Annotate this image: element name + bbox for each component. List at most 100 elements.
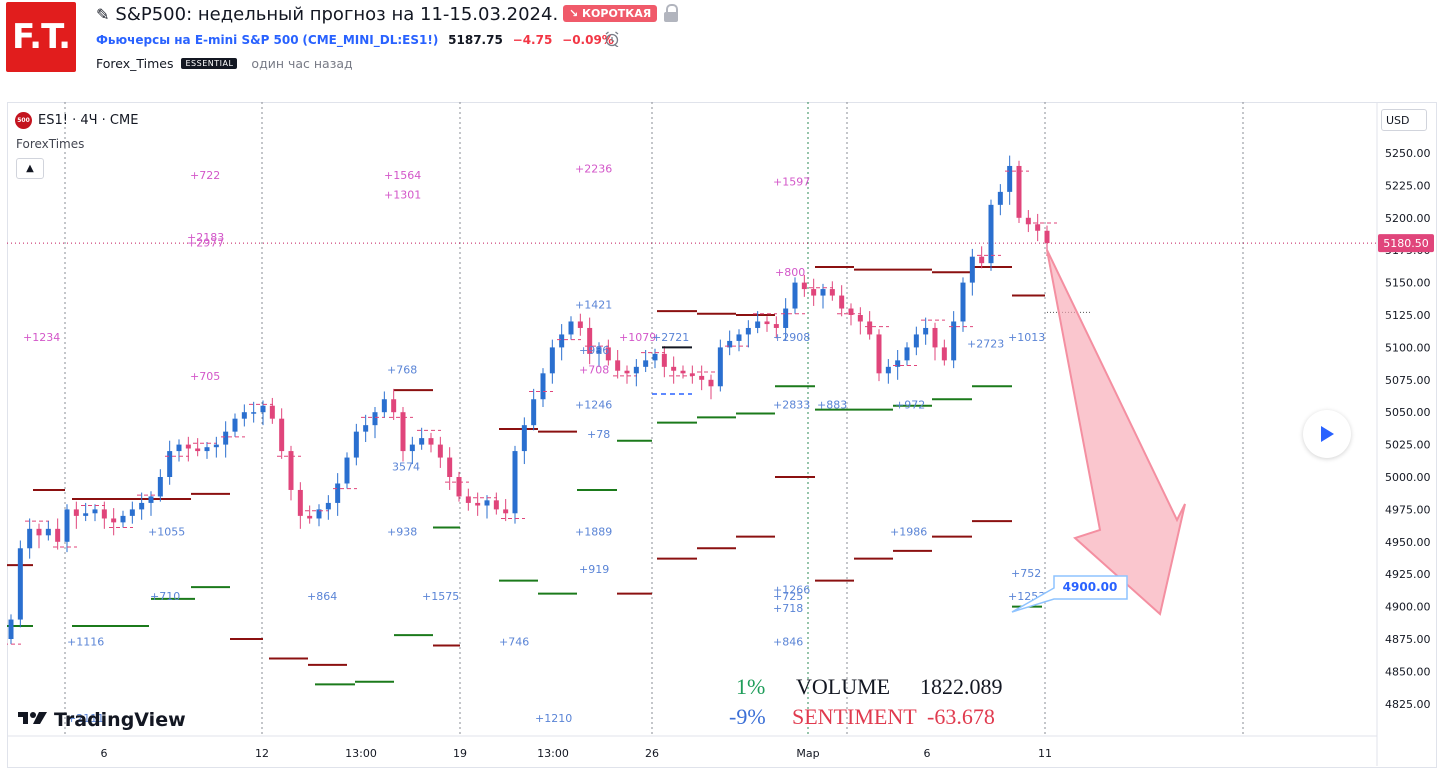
- stat-pct-up: 1%: [736, 674, 766, 699]
- candle-body: [167, 451, 173, 477]
- candle-body: [988, 204, 994, 264]
- candle-body: [736, 334, 742, 341]
- candle-body: [1044, 230, 1050, 244]
- volume-label-blue: +725: [773, 590, 803, 603]
- candle-body: [605, 347, 611, 361]
- candle-body: [493, 500, 499, 510]
- author-line: Forex_Times ESSENTIAL один час назад: [96, 56, 353, 71]
- volume-label-blue: +986: [579, 344, 609, 357]
- y-tick-label: 4900.00: [1385, 601, 1431, 614]
- volume-label: VOLUME: [796, 674, 891, 699]
- tradingview-logo[interactable]: TradingView: [18, 709, 186, 731]
- volume-label-pink: +800: [775, 266, 805, 279]
- candle-body: [17, 548, 23, 620]
- candle-body: [241, 412, 247, 419]
- indicator-name[interactable]: ForexTimes: [16, 137, 85, 151]
- candle-body: [1025, 217, 1031, 225]
- volume-label-pink: +1079: [619, 331, 656, 344]
- candle-body: [381, 399, 387, 413]
- price-change: −4.75: [512, 33, 553, 47]
- idea-title: S&P500: недельный прогноз на 11-15.03.20…: [115, 4, 559, 25]
- y-tick-label: 5025.00: [1385, 439, 1431, 452]
- candle-body: [615, 360, 621, 371]
- candle-body: [157, 477, 163, 497]
- candle-body: [297, 489, 303, 516]
- candle-body: [73, 509, 79, 516]
- chart-frame: [7, 102, 1437, 768]
- y-tick-label: 5225.00: [1385, 179, 1431, 192]
- volume-label-pink: +2236: [575, 162, 612, 175]
- candle-body: [400, 412, 406, 452]
- candle-body: [951, 321, 957, 361]
- chart-symbol-legend[interactable]: 500 ES1! · 4Ч · CME: [15, 112, 138, 129]
- collapse-chevron-up-icon[interactable]: ▲: [16, 158, 44, 179]
- candle-body: [185, 444, 191, 449]
- candle-body: [475, 502, 481, 506]
- candle-body: [577, 321, 583, 328]
- candle-body: [428, 438, 434, 445]
- volume-label-pink: +1564: [384, 169, 421, 182]
- current-price-tag-text: 5180.50: [1383, 237, 1429, 250]
- symbol-link[interactable]: Фьючерсы на E-mini S&P 500: [96, 33, 299, 47]
- candle-body: [1007, 165, 1013, 192]
- candle-body: [699, 375, 705, 380]
- alert-clock-icon[interactable]: [604, 31, 620, 47]
- candle-body: [64, 509, 70, 542]
- candle-body: [447, 457, 453, 477]
- candle-body: [148, 496, 154, 503]
- play-button[interactable]: [1303, 410, 1351, 458]
- volume-label-blue: +883: [817, 398, 847, 411]
- candle-body: [409, 444, 415, 452]
- candle-body: [745, 327, 751, 335]
- candle-body: [269, 405, 275, 419]
- sentiment-label: SENTIMENT: [792, 704, 917, 729]
- volume-label-pink: +708: [579, 363, 609, 376]
- volume-label-blue: +1013: [1008, 331, 1045, 344]
- candle-body: [979, 256, 985, 264]
- volume-label-pink: +1597: [773, 175, 810, 188]
- candle-body: [559, 334, 565, 348]
- price-change-pct: −0.09%: [562, 33, 614, 47]
- x-tick-label: 12: [255, 747, 269, 760]
- currency-selector[interactable]: USD: [1381, 109, 1427, 131]
- candle-body: [204, 447, 210, 452]
- sentiment-value: -63.678: [927, 704, 995, 729]
- y-tick-label: 5250.00: [1385, 147, 1431, 160]
- symbol-code-link[interactable]: (CME_MINI_DL:ES1!): [302, 33, 439, 47]
- candle-body: [213, 444, 219, 448]
- x-tick-label: 26: [645, 747, 659, 760]
- author-name[interactable]: Forex_Times: [96, 56, 174, 71]
- candle-body: [717, 347, 723, 387]
- volume-label-blue: +938: [387, 525, 417, 538]
- volume-label-pink: +2183: [187, 231, 224, 244]
- y-tick-label: 5150.00: [1385, 277, 1431, 290]
- candle-body: [848, 308, 854, 315]
- volume-label-blue: +2111: [67, 712, 104, 725]
- volume-label-pink: +705: [190, 370, 220, 383]
- candle-body: [223, 431, 229, 445]
- published-time: один час назад: [251, 56, 353, 71]
- candle-body: [671, 366, 677, 371]
- volume-label-blue: +2723: [967, 337, 1004, 350]
- candle-body: [139, 502, 145, 510]
- short-badge: ↘ КОРОТКАЯ: [563, 5, 658, 22]
- candle-body: [895, 360, 901, 367]
- candle-body: [885, 366, 891, 374]
- candle-body: [391, 399, 397, 413]
- volume-label-blue: +2833: [773, 398, 810, 411]
- candle-body: [325, 502, 331, 510]
- volume-label-pink: +2977: [187, 236, 224, 249]
- y-tick-label: 4975.00: [1385, 503, 1431, 516]
- essential-badge: ESSENTIAL: [181, 58, 238, 69]
- price-chart[interactable]: 5250.005225.005200.005175.005150.005125.…: [7, 102, 1435, 766]
- brand-logo[interactable]: F.T.: [6, 2, 76, 72]
- candle-body: [419, 438, 425, 445]
- volume-label-pink: +1301: [384, 188, 421, 201]
- candle-body: [960, 282, 966, 322]
- volume-label-blue: +1986: [890, 525, 927, 538]
- y-tick-label: 4950.00: [1385, 536, 1431, 549]
- candle-body: [801, 282, 807, 290]
- candle-body: [643, 360, 649, 367]
- candle-body: [1035, 224, 1041, 231]
- candle-body: [232, 418, 238, 432]
